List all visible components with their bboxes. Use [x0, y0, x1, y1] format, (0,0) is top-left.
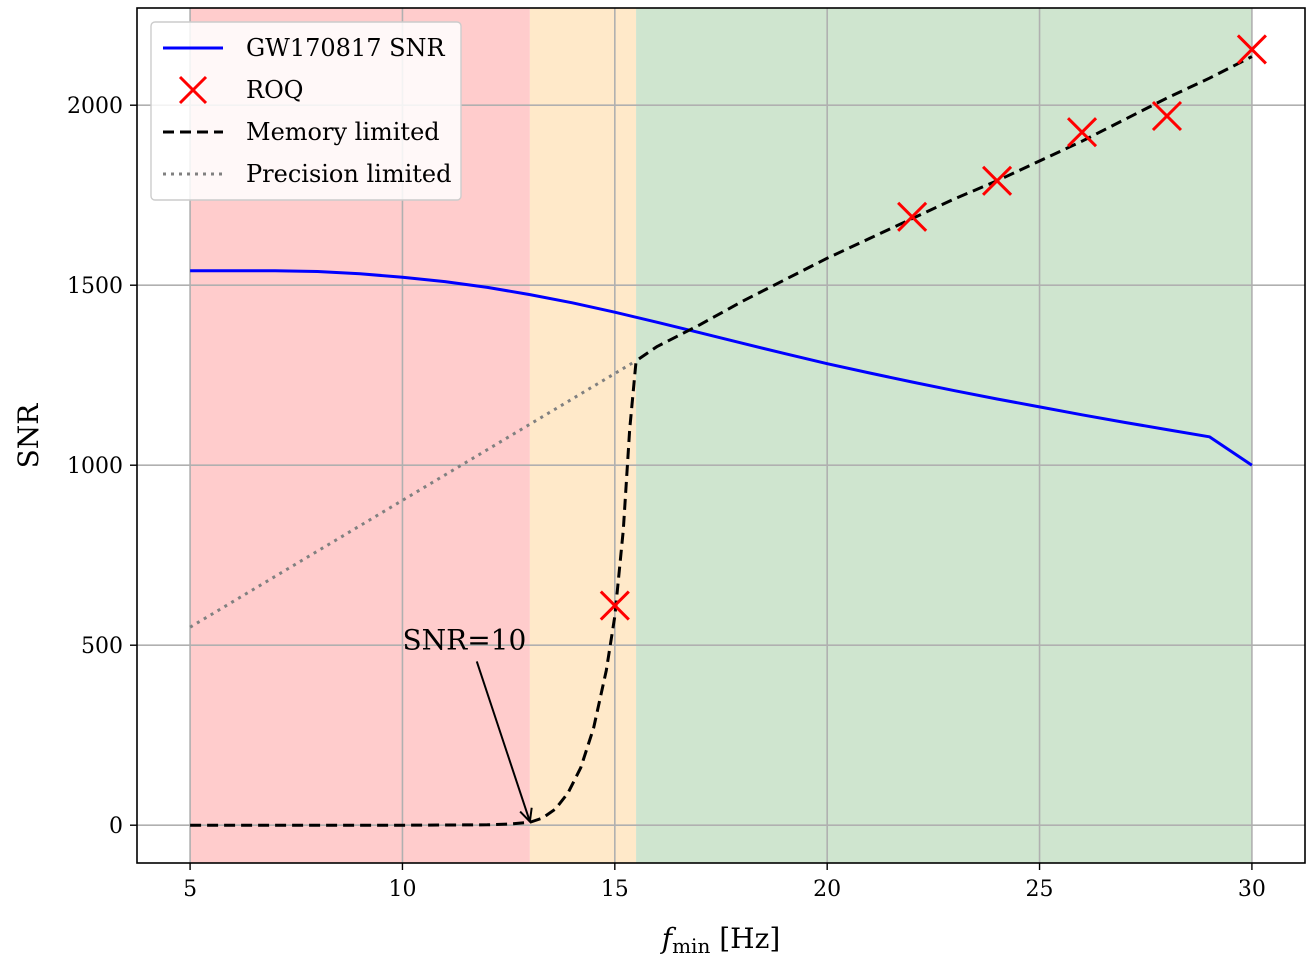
- x-axis-title: fmin [Hz]: [660, 922, 781, 958]
- roq-marker-stroke: [1236, 34, 1267, 65]
- series-layer: [189, 34, 1267, 827]
- legend-entry: Precision limited: [163, 160, 451, 188]
- roq-marker-stroke: [897, 201, 928, 232]
- x-tick-label: 20: [813, 877, 841, 902]
- x-tick-label: 30: [1238, 877, 1266, 902]
- roq-marker-stroke: [178, 75, 208, 105]
- legend-entry: ROQ: [178, 75, 303, 105]
- annotation-label: SNR=10: [402, 624, 526, 657]
- legend-marker-roq: [178, 75, 208, 105]
- roq-point: [1151, 100, 1183, 132]
- plot-frame: [136, 7, 1306, 864]
- legend-entry: GW170817 SNR: [163, 34, 446, 62]
- roq-point: [599, 590, 630, 621]
- roq-point: [1236, 34, 1267, 65]
- annotation-arrowhead: [519, 807, 533, 824]
- y-tick-label: 500: [81, 634, 123, 659]
- roq-marker-stroke: [599, 590, 630, 621]
- legend-label: GW170817 SNR: [246, 34, 446, 62]
- roq-point: [982, 165, 1013, 196]
- y-tick-label: 1000: [67, 454, 123, 479]
- series-line-gw170817-snr: [190, 269, 1253, 467]
- legend-box: [150, 21, 462, 201]
- shaded-region-2: [636, 8, 1252, 863]
- series-line-precision-limited: [189, 359, 637, 629]
- snr-annotation: SNR=10: [402, 624, 533, 824]
- series-line-memory-limited: [190, 55, 1253, 827]
- x-tick-label: 15: [601, 877, 629, 902]
- legend-label: ROQ: [246, 76, 303, 104]
- x-tick-label: 5: [183, 877, 197, 902]
- y-tick-label: 1500: [67, 274, 123, 299]
- legend-entry: Memory limited: [163, 118, 440, 146]
- shaded-region-1: [529, 8, 637, 863]
- y-axis-ticks: 0 500 1000 1500 2000: [67, 94, 137, 839]
- annotation-arrow: [475, 661, 531, 822]
- y-tick-label: 0: [109, 814, 123, 839]
- legend-label: Precision limited: [246, 160, 451, 188]
- y-tick-label: 2000: [67, 94, 123, 119]
- roq-point: [897, 201, 928, 232]
- legend: GW170817 SNR ROQ Memory limited Precision l…: [150, 21, 462, 201]
- roq-marker-stroke: [1151, 100, 1183, 132]
- x-axis-ticks: 5 10 15 20 25 30: [183, 863, 1266, 902]
- x-tick-label: 25: [1026, 877, 1054, 902]
- roq-point: [1066, 117, 1098, 148]
- roq-marker-stroke: [982, 165, 1013, 196]
- y-axis-title: SNR: [12, 403, 45, 469]
- roq-marker-stroke: [1066, 117, 1098, 148]
- legend-label: Memory limited: [246, 118, 440, 146]
- x-tick-label: 10: [388, 877, 416, 902]
